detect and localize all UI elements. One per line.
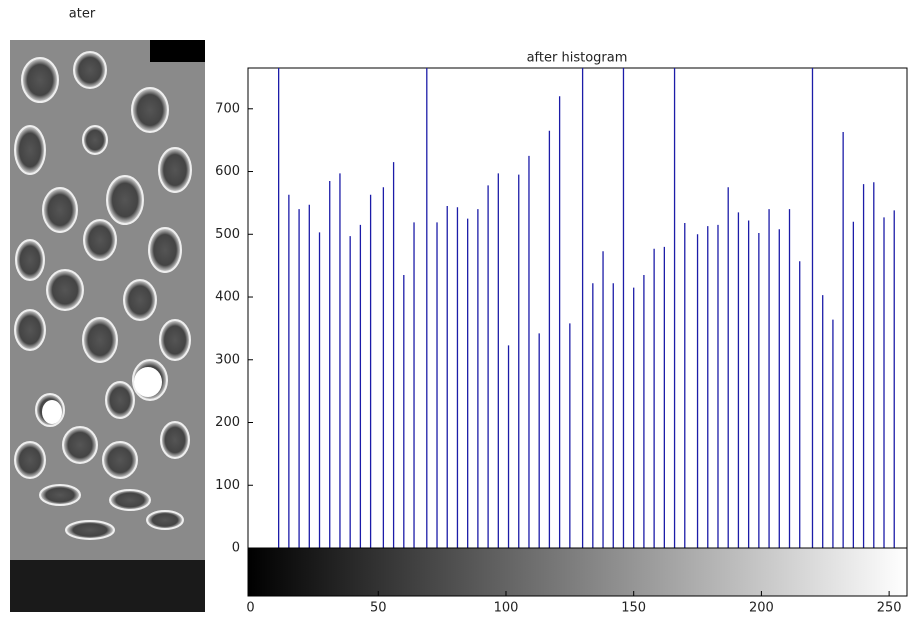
x-tick-label: 0 [246,601,254,616]
x-tick-label: 50 [370,601,387,616]
y-tick-label: 0 [232,541,240,556]
stems [278,68,895,548]
colorbar [247,547,908,597]
y-tick-label: 400 [215,290,240,305]
x-tick-label: 250 [877,601,902,616]
y-tick-label: 300 [215,352,240,367]
x-tick-label: 100 [494,601,519,616]
image [10,40,205,612]
plot-area [247,67,908,549]
chart-title: after histogram [527,51,628,66]
x-tick-label: 150 [621,601,646,616]
y-tick-label: 600 [215,164,240,179]
y-tick-label: 700 [215,101,240,116]
image-title: ater [69,7,96,22]
y-tick-label: 200 [215,415,240,430]
y-tick-label: 100 [215,478,240,493]
x-tick-label: 200 [749,601,774,616]
y-tick-label: 500 [215,227,240,242]
